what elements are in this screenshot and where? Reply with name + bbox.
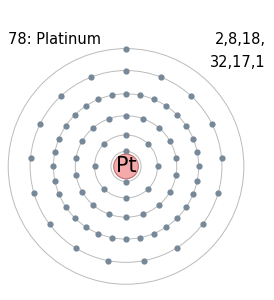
Circle shape <box>114 154 138 179</box>
Text: 32,17,1: 32,17,1 <box>210 56 266 70</box>
Text: Pt: Pt <box>116 156 136 176</box>
Text: 78: Platinum: 78: Platinum <box>8 32 101 47</box>
Text: 2,8,18,: 2,8,18, <box>215 32 266 47</box>
